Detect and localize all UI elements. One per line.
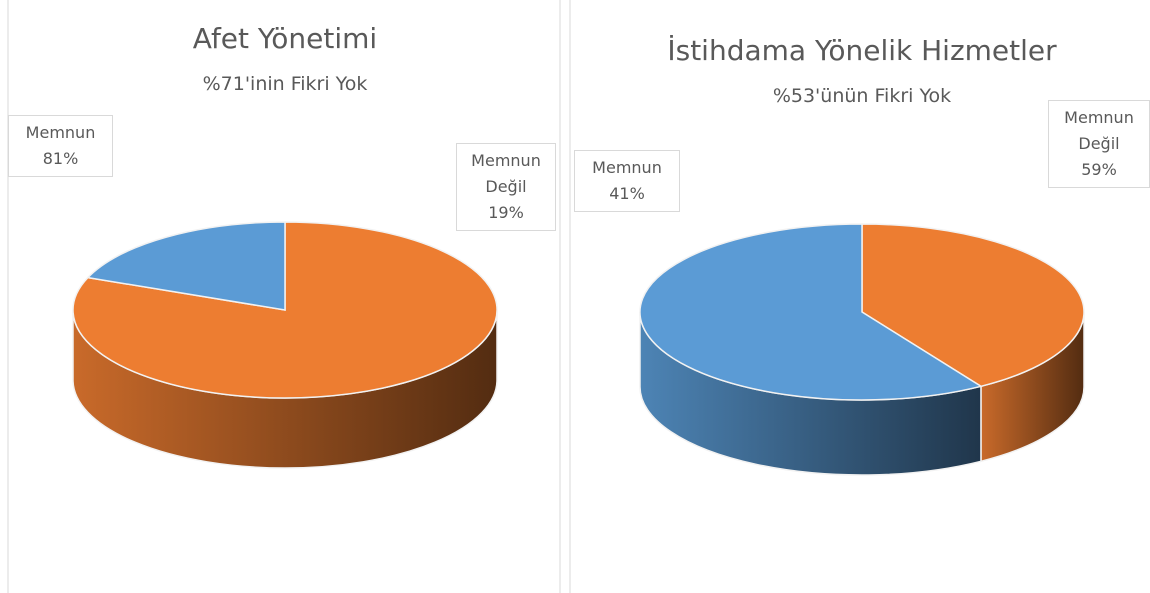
data-label: Memnun 41% xyxy=(574,150,680,212)
chart-subtitle: %53'ünün Fikri Yok xyxy=(773,85,951,107)
value-label: 81% xyxy=(42,149,79,168)
value-label: 19% xyxy=(488,203,524,222)
panel xyxy=(7,0,561,593)
category-label: Memnun Değil xyxy=(1064,108,1134,153)
chart-title: Afet Yönetimi xyxy=(193,22,377,55)
chart-title: İstihdama Yönelik Hizmetler xyxy=(667,34,1057,67)
data-label: Memnun 81% xyxy=(8,115,113,177)
chart-subtitle: %71'inin Fikri Yok xyxy=(203,73,368,95)
pie-slice xyxy=(86,221,286,311)
value-label: 59% xyxy=(1081,160,1117,179)
value-label: 41% xyxy=(609,184,645,203)
category-label: Memnun xyxy=(25,123,96,142)
panel xyxy=(569,0,571,593)
pie-slice xyxy=(639,223,983,401)
data-label: Memnun Değil 19% xyxy=(456,143,556,231)
data-label: Memnun Değil 59% xyxy=(1048,100,1150,188)
category-label: Memnun Değil xyxy=(471,151,541,196)
category-label: Memnun xyxy=(592,158,662,177)
pie-slice xyxy=(861,223,1085,388)
